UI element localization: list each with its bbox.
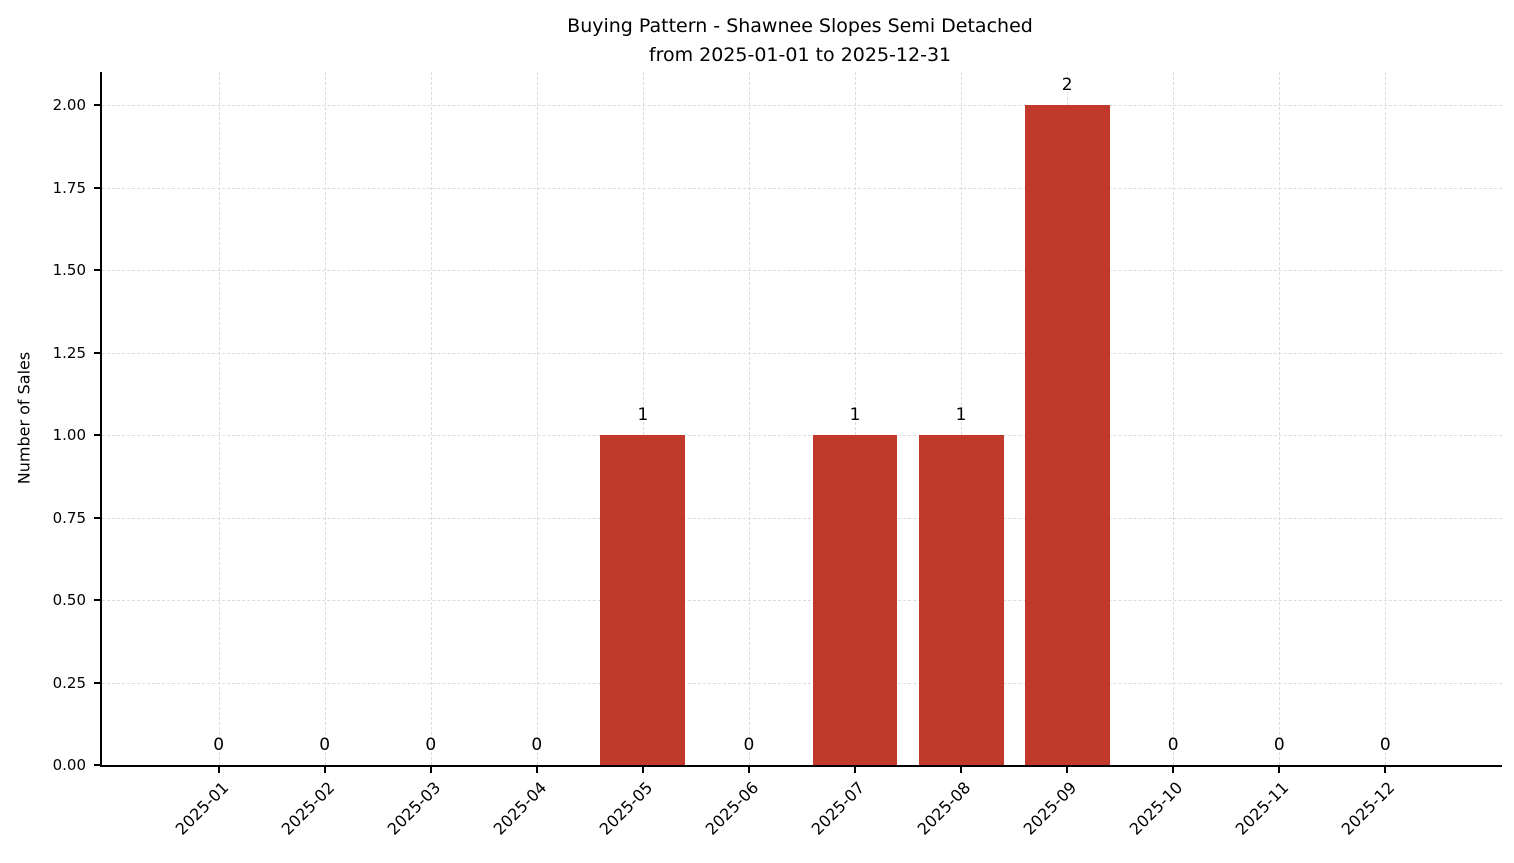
x-tick-mark <box>535 765 538 773</box>
y-tick-mark <box>94 104 102 106</box>
h-gridline <box>102 600 1502 601</box>
bar <box>600 435 686 765</box>
h-gridline <box>102 682 1502 684</box>
x-tick-mark <box>1384 765 1387 773</box>
x-tick-mark <box>854 765 857 773</box>
y-tick-label: 1.50 <box>52 261 86 279</box>
y-tick-label: 0.00 <box>52 756 86 774</box>
y-tick-mark <box>94 516 102 519</box>
plot-area: 0.00 0.25 0.50 0.75 1.00 1.25 1.50 1.75 2.00 2025… <box>53 72 1502 839</box>
bar-value-label: 1 <box>637 405 649 425</box>
v-gridline <box>748 72 750 765</box>
bar-value-label: 1 <box>955 405 967 425</box>
bar-value-label: 1 <box>849 405 861 425</box>
v-gridline <box>324 72 326 765</box>
x-tick-label: 2025-01 <box>171 778 233 839</box>
x-tick-mark <box>1172 765 1175 773</box>
x-tick-label: 2025-06 <box>701 778 763 839</box>
x-tick-mark <box>641 765 644 773</box>
y-tick-mark <box>94 351 102 354</box>
y-tick-mark <box>94 599 102 601</box>
x-tick-mark <box>217 765 220 773</box>
x-tick-label: 2025-09 <box>1019 778 1081 839</box>
v-gridline <box>961 72 963 765</box>
v-gridline <box>1279 72 1281 765</box>
h-gridline <box>102 187 1502 189</box>
x-tick-label: 2025-02 <box>277 778 339 839</box>
x-tick-label: 2025-12 <box>1338 778 1399 839</box>
v-gridline <box>642 72 644 765</box>
bar-value-label: 0 <box>1379 735 1391 755</box>
chart-title: Buying Pattern - Shawnee Slopes Semi Det… <box>100 12 1500 70</box>
x-tick-label: 2025-03 <box>383 778 445 839</box>
y-tick-label: 1.00 <box>52 426 86 444</box>
x-tick-label: 2025-04 <box>489 778 551 839</box>
y-tick-label: 0.50 <box>52 591 86 609</box>
h-gridline <box>102 352 1502 354</box>
x-tick-mark <box>1066 765 1069 773</box>
h-gridline <box>102 517 1502 519</box>
bar <box>918 435 1004 765</box>
y-axis-label: Number of Sales <box>14 351 34 485</box>
y-tick-mark <box>94 186 102 189</box>
y-tick-label: 1.75 <box>52 178 86 197</box>
bar-value-label: 0 <box>319 735 331 755</box>
bar-value-label: 0 <box>425 735 437 755</box>
x-tick-mark <box>429 765 432 773</box>
y-tick-mark <box>94 269 102 271</box>
h-gridline <box>102 270 1502 271</box>
bar-value-label: 0 <box>1167 735 1179 755</box>
chart-title-line1: Buying Pattern - Shawnee Slopes Semi Det… <box>567 15 1033 37</box>
x-tick-mark <box>323 765 326 773</box>
x-tick-label: 2025-05 <box>595 778 657 839</box>
y-tick-label: 1.25 <box>52 343 86 362</box>
x-tick-mark <box>960 765 963 773</box>
v-gridline <box>218 72 220 765</box>
x-tick-label: 2025-10 <box>1125 778 1187 839</box>
y-tick-label: 0.25 <box>52 673 86 692</box>
x-tick-mark <box>747 765 750 773</box>
x-tick-label: 2025-08 <box>913 778 975 839</box>
y-tick-mark <box>94 764 102 766</box>
bar-value-label: 0 <box>531 735 543 755</box>
h-gridline <box>102 105 1502 106</box>
chart-title-line2: from 2025-01-01 to 2025-12-31 <box>648 44 952 66</box>
bar-value-label: 2 <box>1061 75 1073 95</box>
h-gridline <box>102 435 1502 436</box>
y-tick-mark <box>94 434 102 436</box>
v-gridline <box>1173 72 1175 765</box>
x-tick-label: 2025-07 <box>807 778 869 839</box>
bar <box>1024 105 1110 765</box>
x-tick-label: 2025-11 <box>1231 778 1293 839</box>
v-gridline <box>1385 72 1387 765</box>
v-gridline <box>536 72 538 765</box>
y-tick-mark <box>94 681 102 684</box>
v-gridline <box>430 72 432 765</box>
x-tick-mark <box>1278 765 1281 773</box>
bar <box>812 435 898 765</box>
bar-value-label: 0 <box>213 735 225 755</box>
y-tick-label: 2.00 <box>52 96 86 114</box>
y-tick-label: 0.75 <box>52 508 86 527</box>
bar-value-label: 0 <box>1273 735 1285 755</box>
v-gridline <box>855 72 857 765</box>
bar-value-label: 0 <box>743 735 755 755</box>
